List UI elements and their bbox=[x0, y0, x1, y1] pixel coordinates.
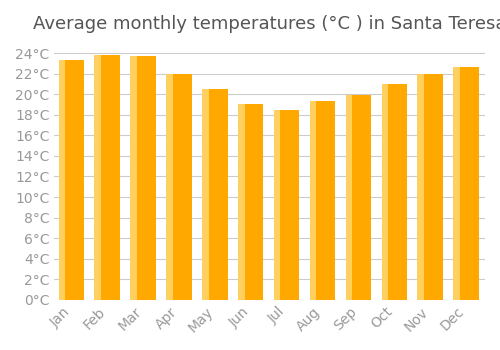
Bar bbox=[420, 74, 443, 300]
Bar bbox=[96, 55, 120, 300]
Bar bbox=[454, 66, 460, 300]
Bar bbox=[274, 110, 280, 300]
Bar bbox=[130, 56, 137, 300]
Title: Average monthly temperatures (°C ) in Santa Teresa: Average monthly temperatures (°C ) in Sa… bbox=[33, 15, 500, 33]
Bar bbox=[312, 102, 335, 300]
Bar bbox=[418, 74, 424, 300]
Bar bbox=[204, 89, 228, 300]
Bar bbox=[166, 74, 172, 300]
Bar bbox=[240, 104, 264, 300]
Bar bbox=[456, 66, 478, 300]
Bar bbox=[238, 104, 244, 300]
Bar bbox=[348, 95, 371, 300]
Bar bbox=[346, 95, 352, 300]
Bar bbox=[384, 84, 407, 300]
Bar bbox=[132, 56, 156, 300]
Bar bbox=[58, 60, 65, 300]
Bar bbox=[60, 60, 84, 300]
Bar bbox=[310, 102, 316, 300]
Bar bbox=[94, 55, 101, 300]
Bar bbox=[382, 84, 388, 300]
Bar bbox=[202, 89, 208, 300]
Bar bbox=[168, 74, 192, 300]
Bar bbox=[276, 110, 299, 300]
